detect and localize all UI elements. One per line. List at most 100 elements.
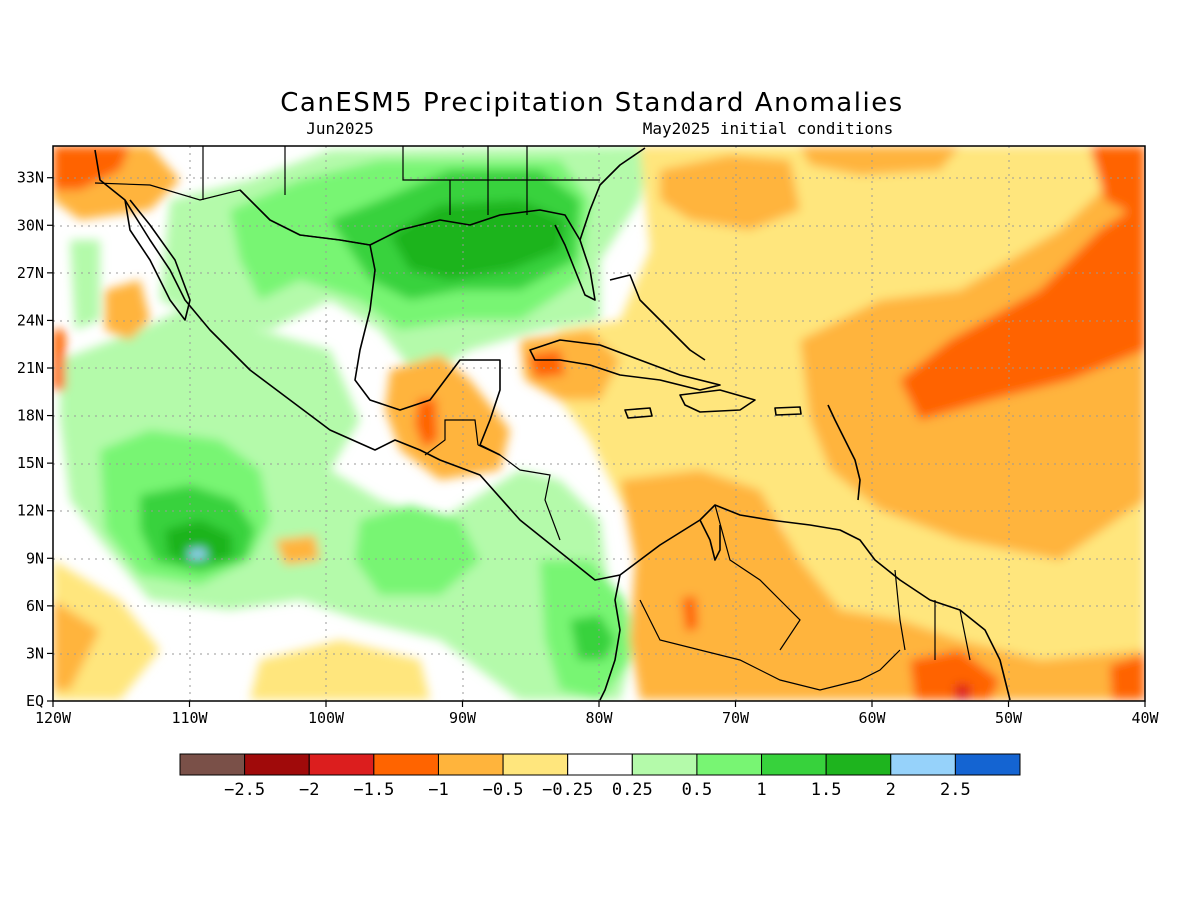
coastline-baja [124,199,191,321]
dry-anomaly-colombia [682,596,698,632]
y-tick-label: 18N [17,407,44,425]
colorbar-label: 1 [756,780,766,800]
x-tick-label: 90W [449,709,477,727]
colorbar-swatch [373,753,439,776]
dry-anomaly-ne-corner [1090,146,1145,220]
wet-anomaly-panama-core [570,615,615,660]
border-guatemala [424,419,479,456]
colorbar-label: −2.5 [224,780,265,800]
dry-anomaly-yucatan-core [415,398,438,448]
wet-anomaly-east-pacific-max [165,520,232,565]
y-tick-label: 27N [17,264,44,282]
colorbar-swatch [244,753,310,776]
y-axis-ticks: EQ 3N 6N 9N 12N 15N 18N 21N 24N 27N 30N 33N [17,169,53,710]
y-tick-label: 33N [17,169,44,187]
x-tick-label: 70W [722,709,750,727]
border-central-america [477,444,561,541]
x-tick-label: 80W [585,709,613,727]
x-tick-label: 60W [858,709,886,727]
coastlines [94,147,1011,701]
colorbar-swatch [437,753,504,776]
colorbar-label: −2 [299,780,319,800]
dry-anomaly-brazil-core [910,650,1000,700]
border-venezuela [714,504,801,651]
colorbar-swatch [761,753,827,776]
colorbar-swatch [696,753,763,776]
coastline-jamaica [624,407,653,419]
wet-anomaly-east-pacific [60,300,640,700]
colorbar-swatch [308,753,375,776]
colorbar-label: −0.5 [483,780,524,800]
dry-anomaly-brazil-max [955,684,970,700]
colorbar-label: 2.5 [940,780,971,800]
y-tick-label: 21N [17,359,44,377]
dry-anomaly-pacific-south-core [53,600,100,690]
x-axis-ticks: 120W 110W 100W 90W 80W 70W 60W 50W 40W [35,701,1160,727]
coastline-cuba [529,339,721,391]
colorbar-swatch [825,753,892,776]
colorbar-swatch [502,753,569,776]
y-tick-label: 9N [26,549,44,567]
border-us-mexico [94,182,371,246]
colorbar-label: 2 [886,780,896,800]
colorbar-swatch [179,753,246,776]
dry-anomaly-cuba [528,350,565,378]
dry-anomaly-california-core [53,146,130,190]
colorbar-label: −0.25 [542,780,593,800]
dry-anomaly-baja [105,280,150,340]
colorbar-swatch [631,753,698,776]
colorbar-legend: −2.5 −2 −1.5 −1 −0.5 −0.25 0.25 0.5 1 1.5 2 2.5 [179,753,1021,800]
anomaly-fields [53,146,1145,700]
x-tick-label: 120W [35,709,72,727]
colorbar-swatch [954,753,1021,776]
initial-conditions: May2025 initial conditions [643,119,893,138]
coastline-north-central-america [94,149,1011,701]
coastline-us-east [579,147,646,241]
dry-anomaly-pacific-small [275,535,320,565]
chart-title: CanESM5 Precipitation Standard Anomalies [280,88,903,118]
wet-anomaly-east-pacific-extreme [188,548,208,560]
dry-anomaly-south-america [620,470,1145,700]
colorbar-swatch [567,753,633,776]
coastline-us-gulf [369,209,596,301]
border-guianas [894,569,971,661]
colorbar-label: 0.5 [682,780,713,800]
y-tick-label: 3N [26,644,44,662]
coastline-bahamas [609,274,706,361]
y-tick-label: 12N [17,502,44,520]
colorbar-label: −1 [428,780,448,800]
dry-anomaly-north-atlantic-top [800,146,960,175]
y-tick-label: 15N [17,454,44,472]
x-tick-label: 100W [308,709,345,727]
colorbar-label: 1.5 [811,780,842,800]
x-tick-label: 40W [1131,709,1159,727]
y-tick-label: EQ [26,692,44,710]
coastline-hispaniola [679,389,756,413]
coastline-puerto-rico [774,406,802,416]
dry-anomaly-atlantic-strong [900,200,1145,420]
coastline-venezuela [699,519,721,561]
y-tick-label: 6N [26,597,44,615]
colorbar-label: −1.5 [353,780,394,800]
colorbar-swatch [890,753,956,776]
political-borders [94,146,971,691]
dry-anomaly-north-atlantic [660,155,800,230]
dry-anomaly-east-edge [1110,655,1145,700]
dry-anomaly-west-pacific-edge [53,330,65,390]
y-tick-label: 24N [17,311,44,329]
coastline-lesser-antilles [827,404,861,501]
wet-anomaly-gulf-max [390,200,565,280]
wet-anomaly-central-pacific [355,505,480,595]
border-us-states [202,146,600,215]
x-tick-label: 110W [171,709,208,727]
forecast-month: Jun2025 [306,119,373,138]
wet-anomaly-pacific-west [70,240,100,330]
coastline-colombia-peru [599,574,621,701]
dry-anomaly-pacific-mid [250,640,430,700]
map-area [53,146,1145,701]
border-south-america [639,599,901,691]
y-tick-label: 30N [17,216,44,234]
x-tick-label: 50W [995,709,1023,727]
dry-anomaly-caribbean [520,330,620,400]
